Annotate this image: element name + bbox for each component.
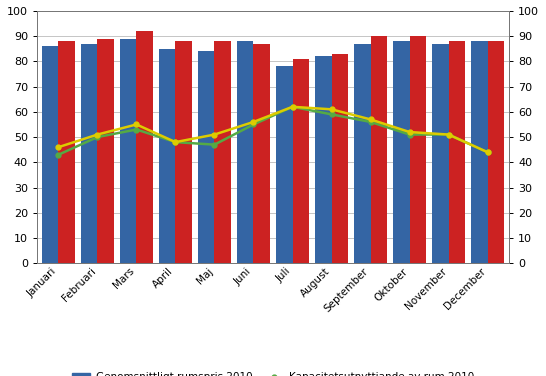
- Bar: [42, 46, 58, 263]
- Bar: [215, 41, 231, 263]
- Bar: [449, 41, 465, 263]
- Legend: Genomsnittligt rumspris 2010, Genomsnittligt rumspris 2011, Kapacitetsutnyttjand: Genomsnittligt rumspris 2010, Genomsnitt…: [69, 369, 477, 376]
- Bar: [97, 39, 114, 263]
- Bar: [331, 54, 348, 263]
- Bar: [58, 41, 75, 263]
- Bar: [198, 51, 215, 263]
- Bar: [237, 41, 253, 263]
- Bar: [432, 44, 449, 263]
- Bar: [410, 36, 426, 263]
- Bar: [471, 41, 488, 263]
- Bar: [393, 41, 410, 263]
- Bar: [354, 44, 371, 263]
- Bar: [136, 31, 153, 263]
- Bar: [253, 44, 270, 263]
- Bar: [293, 59, 309, 263]
- Bar: [120, 39, 136, 263]
- Bar: [488, 41, 504, 263]
- Bar: [81, 44, 97, 263]
- Bar: [159, 49, 175, 263]
- Bar: [175, 41, 192, 263]
- Bar: [276, 67, 293, 263]
- Bar: [315, 56, 331, 263]
- Bar: [371, 36, 387, 263]
